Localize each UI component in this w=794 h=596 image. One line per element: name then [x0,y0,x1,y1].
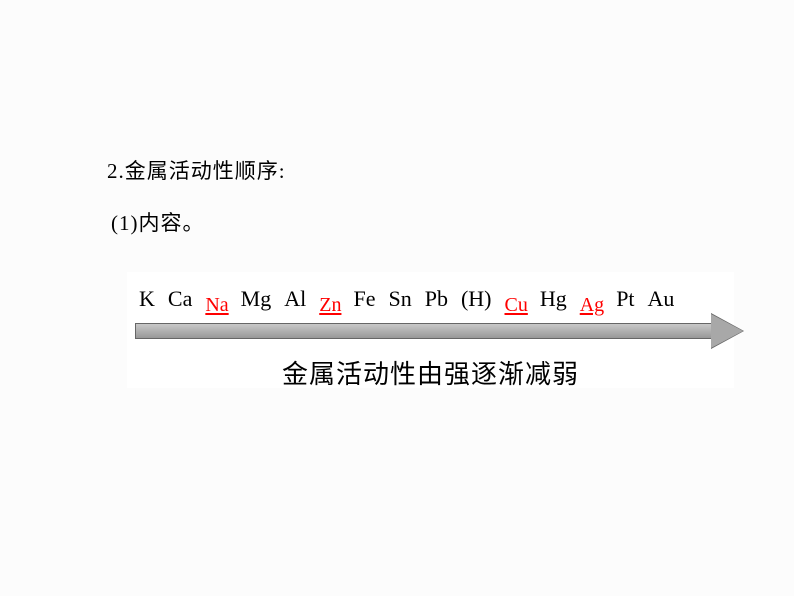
diagram-caption: 金属活动性由强逐渐减弱 [127,354,734,391]
element-au: Au [648,286,675,312]
activity-series-diagram: K Ca Na Mg Al Zn Fe Sn Pb (H) Cu Hg Ag P… [127,272,734,388]
element-ag: Ag [580,294,604,317]
element-cu: Cu [505,294,528,317]
elements-row: K Ca Na Mg Al Zn Fe Sn Pb (H) Cu Hg Ag P… [139,286,724,312]
element-al: Al [284,286,306,312]
element-na: Na [205,294,228,317]
subsection-heading: (1)内容。 [111,207,286,237]
element-fe: Fe [353,286,375,312]
arrow-shaft [135,323,713,339]
activity-arrow [135,317,745,347]
element-pb: Pb [425,286,448,312]
element-mg: Mg [241,286,272,312]
element-k: K [139,286,155,312]
element-zn: Zn [319,294,341,317]
arrow-head [711,314,743,348]
element-pt: Pt [616,286,634,312]
element-sn: Sn [388,286,411,312]
section-heading: 2.金属活动性顺序: [107,155,286,185]
element-hg: Hg [540,286,567,312]
element-ca: Ca [168,286,192,312]
element-h: (H) [461,286,492,312]
